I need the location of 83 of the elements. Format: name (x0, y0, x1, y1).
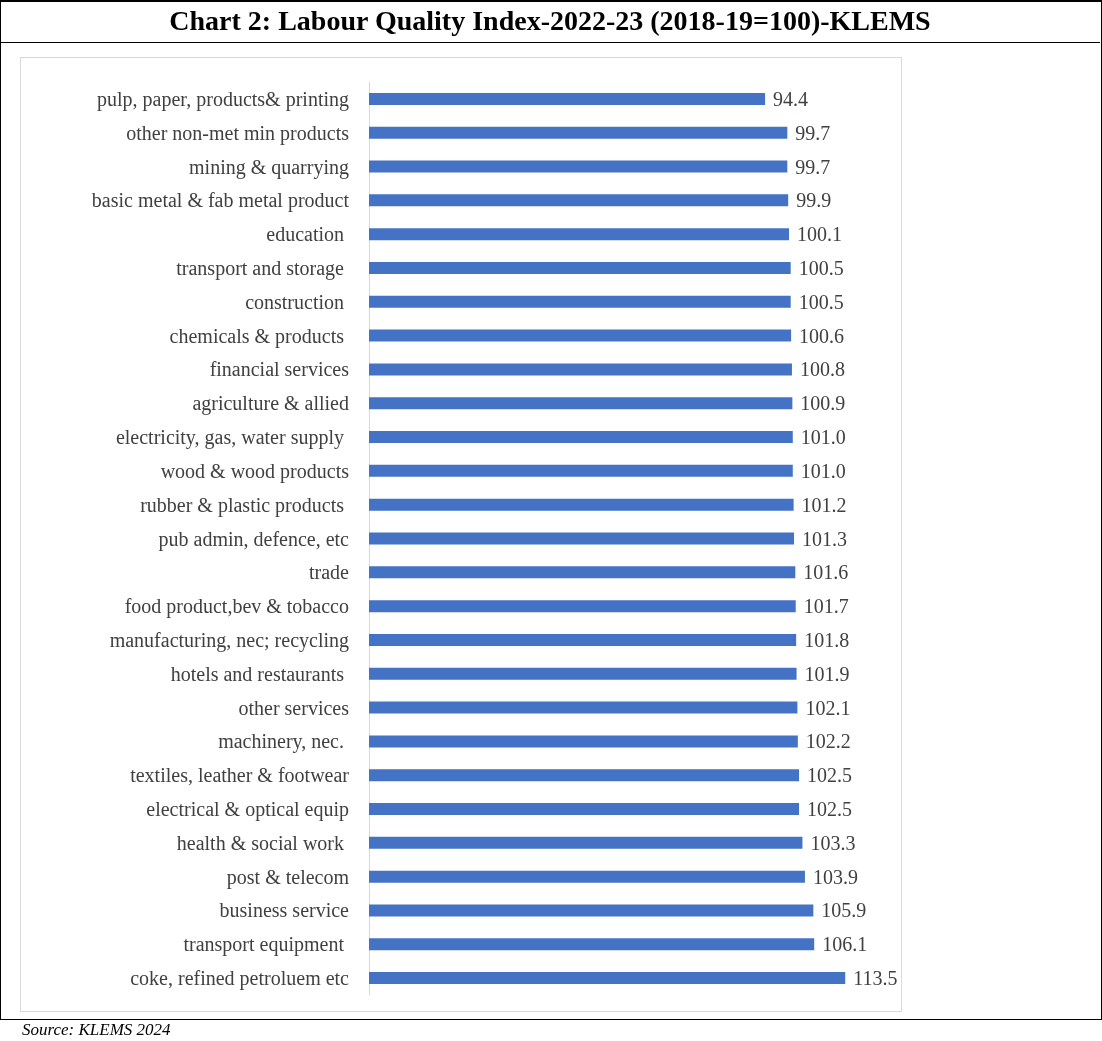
y-tick-label: health & social work (176, 831, 349, 854)
bar (369, 329, 792, 342)
bar (369, 160, 788, 173)
y-tick-label: education (266, 223, 349, 246)
data-label: 102.1 (805, 696, 851, 719)
y-tick-label: chemicals & products (169, 324, 349, 348)
bar (369, 295, 791, 308)
bar (369, 735, 798, 748)
data-label: 102.5 (807, 798, 853, 821)
bar (369, 803, 800, 816)
y-tick-label: construction (245, 290, 349, 313)
y-tick-label: business service (219, 899, 350, 922)
y-tick-label: other non-met min products (126, 121, 350, 145)
y-tick-label: transport and storage (176, 256, 349, 280)
y-tick-label: textiles, leather & footwear (130, 764, 350, 787)
data-label: 101.7 (803, 595, 849, 618)
data-label: 101.8 (804, 628, 850, 651)
y-tick-label: agriculture & allied (192, 392, 349, 416)
y-tick-label: electricity, gas, water supply (115, 426, 349, 450)
y-tick-label: electrical & optical equip (146, 798, 349, 822)
bar (369, 228, 790, 241)
bar (369, 363, 792, 376)
y-tick-label: transport equipment (183, 933, 349, 957)
bar (369, 938, 815, 951)
data-label: 100.5 (798, 290, 844, 313)
bar (369, 92, 766, 105)
y-tick-label: food product,bev & tobacco (124, 595, 349, 619)
data-label: 100.6 (799, 324, 845, 347)
data-label: 101.0 (800, 459, 846, 482)
data-label: 101.9 (804, 662, 850, 685)
bar (369, 566, 796, 579)
y-tick-label: pub admin, defence, etc (158, 527, 350, 551)
bar (369, 904, 814, 917)
bar (369, 667, 797, 680)
bar (369, 701, 798, 714)
y-tick-label: manufacturing, nec; recycling (109, 628, 349, 652)
y-tick-label: other services (238, 696, 350, 719)
data-label: 103.3 (810, 831, 856, 854)
data-label: 100.1 (797, 223, 843, 246)
data-label: 101.6 (803, 561, 849, 584)
bar (369, 870, 805, 883)
data-label: 101.2 (801, 493, 847, 516)
y-tick-label: post & telecom (226, 865, 350, 889)
chart-title: Chart 2: Labour Quality Index-2022-23 (2018-19=100)-KLEMS (0, 0, 1100, 43)
y-tick-label: hotels and restaurants (170, 662, 349, 685)
bar (369, 397, 793, 410)
data-label: 106.1 (822, 933, 868, 956)
y-tick-label: wood & wood products (160, 459, 350, 483)
data-label: 102.2 (805, 730, 851, 753)
data-label: 100.5 (798, 256, 844, 279)
bar (369, 633, 797, 646)
bar (369, 261, 791, 274)
bar (369, 194, 789, 207)
y-tick-label: trade (309, 561, 350, 584)
bar (369, 836, 803, 849)
bar (369, 600, 796, 613)
bar (369, 972, 846, 985)
data-label: 102.5 (807, 764, 853, 787)
source-note: Source: KLEMS 2024 (22, 1020, 171, 1040)
bar (369, 464, 793, 477)
y-tick-label: pulp, paper, products& printing (97, 87, 349, 111)
y-tick-label: coke, refined petroluem etc (130, 967, 350, 991)
data-label: 113.5 (853, 967, 898, 990)
data-label: 94.4 (773, 87, 809, 110)
data-label: 99.7 (795, 121, 831, 144)
data-label: 105.9 (821, 899, 867, 922)
y-tick-label: basic metal & fab metal product (91, 189, 350, 213)
data-label: 100.9 (800, 392, 846, 415)
bar (369, 498, 794, 511)
y-tick-label: financial services (209, 358, 350, 381)
data-label: 101.0 (800, 426, 846, 449)
y-tick-label: mining & quarrying (189, 155, 349, 179)
bar (369, 769, 800, 782)
bar (369, 126, 788, 139)
data-label: 103.9 (812, 865, 858, 888)
data-label: 99.9 (796, 189, 832, 212)
data-label: 101.3 (802, 527, 848, 550)
data-label: 100.8 (799, 358, 845, 381)
bar (369, 431, 793, 444)
bar (369, 532, 795, 545)
data-label: 99.7 (795, 155, 831, 178)
y-tick-label: rubber & plastic products (140, 493, 349, 517)
y-tick-label: machinery, nec. (218, 730, 349, 754)
